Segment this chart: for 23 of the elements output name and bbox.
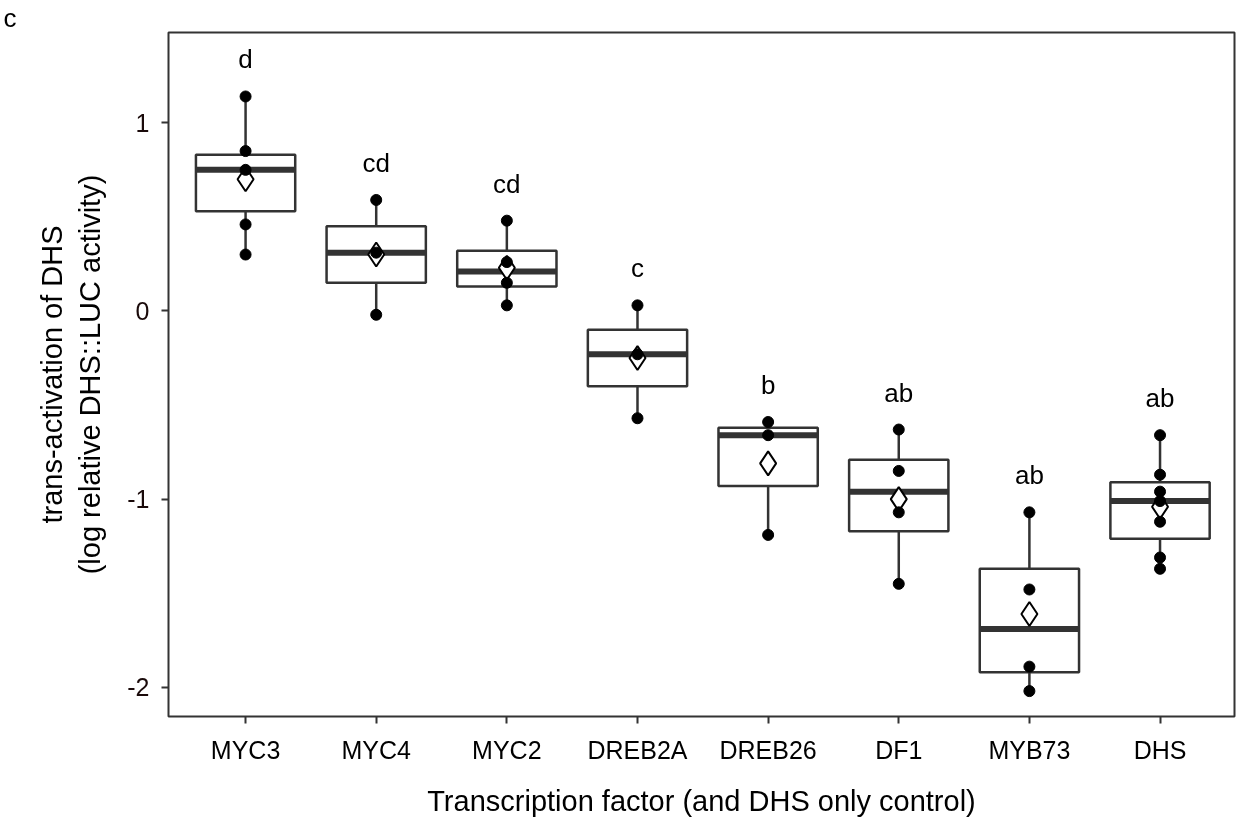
annotation: ab — [1014, 460, 1044, 491]
y-axis-title: trans-activation of DHS (log relative DHS::LUC activity) — [35, 174, 107, 575]
x-tick-label: DREB2A — [587, 735, 688, 764]
x-tick-label: MYC4 — [341, 735, 412, 764]
y-tick-label: -1 — [127, 485, 150, 514]
annotation: ab — [1145, 383, 1175, 414]
y-tick-label: 1 — [135, 108, 150, 137]
annotation: d — [238, 44, 253, 75]
annotation: cd — [362, 147, 390, 178]
annotation: c — [630, 253, 644, 284]
x-tick-label: MYC3 — [210, 735, 281, 764]
x-tick-label: MYC2 — [472, 735, 542, 764]
x-axis-title: Transcription factor (and DHS only control) — [427, 784, 976, 817]
x-tick-label: DREB26 — [719, 735, 817, 764]
y-tick-label: -2 — [127, 673, 150, 702]
x-tick-label: MYB73 — [988, 735, 1071, 764]
annotation: ab — [884, 377, 914, 408]
annotation: cd — [493, 168, 521, 199]
x-tick-label: DF1 — [875, 735, 923, 764]
y-tick-label: 0 — [135, 296, 150, 325]
x-tick-label: DHS — [1133, 735, 1187, 764]
annotation: b — [760, 370, 776, 401]
text: c — [3, 2, 17, 33]
